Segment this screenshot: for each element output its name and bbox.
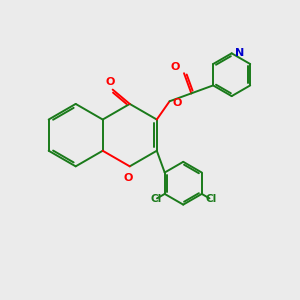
Text: O: O [105,76,114,87]
Text: O: O [172,98,182,108]
Text: O: O [170,62,180,72]
Text: O: O [124,173,133,183]
Text: Cl: Cl [205,194,216,204]
Text: N: N [235,48,244,58]
Text: Cl: Cl [150,194,161,204]
